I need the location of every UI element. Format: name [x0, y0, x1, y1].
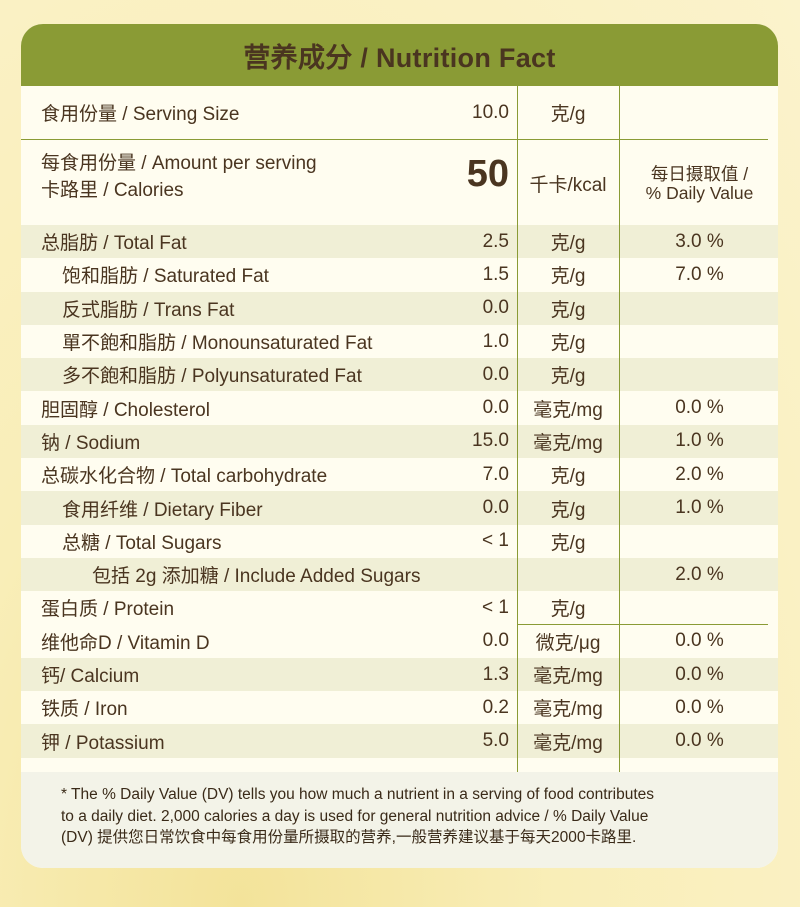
nutrient-daily-value: 1.0 % [675, 497, 724, 519]
nutrient-unit: 克/g [550, 266, 586, 288]
nutrient-row: 單不飽和脂肪 / Monounsaturated Fat 1.0 克/g [21, 325, 778, 358]
nutrient-daily-value: 7.0 % [675, 263, 724, 285]
nutrient-row: 包括 2g 添加糖 / Include Added Sugars 2.0 % [21, 557, 778, 592]
nutrient-name: 总糖 / Total Sugars [62, 532, 222, 554]
nutrient-row: 钙/ Calcium 1.3 毫克/mg 0.0 % [21, 657, 778, 692]
calories-label: 卡路里 / Calories [41, 180, 184, 201]
serving-label: 食用份量 / Serving Size [41, 104, 240, 125]
amount-per-serving-label: 每食用份量 / Amount per serving [41, 153, 317, 174]
nutrient-row: 总糖 / Total Sugars < 1 克/g [21, 525, 778, 558]
nutrient-row: 总碳水化合物 / Total carbohydrate 7.0 克/g 2.0 % [21, 458, 778, 491]
nutrient-amount: 0.2 [482, 696, 509, 718]
nutrient-unit: 克/g [550, 599, 586, 621]
nutrient-unit: 克/g [550, 299, 586, 321]
nutrient-name: 总脂肪 / Total Fat [41, 233, 187, 255]
daily-value-header-en: % Daily Value [645, 183, 754, 203]
nutrition-table: 食用份量 / Serving Size 10.0 克/g 每食用份量 / Amo… [21, 86, 778, 772]
nutrient-row: 食用纤维 / Dietary Fiber 0.0 克/g 1.0 % [21, 491, 778, 525]
serving-amount: 10.0 [472, 101, 509, 123]
footnote-line-1: * The % Daily Value (DV) tells you how m… [61, 786, 655, 803]
nutrient-name: 钙/ Calcium [41, 666, 140, 687]
nutrient-name: 总碳水化合物 / Total carbohydrate [41, 466, 328, 488]
nutrient-amount: 2.5 [482, 230, 509, 252]
nutrient-amount: 15.0 [472, 430, 509, 452]
nutrient-amount: 0.0 [482, 363, 509, 385]
nutrient-daily-value: 0.0 % [675, 397, 724, 419]
nutrient-list: 总脂肪 / Total Fat 2.5 克/g 3.0 % 饱和脂肪 / Saturat… [21, 225, 778, 758]
nutrient-daily-value: 2.0 % [675, 463, 724, 485]
footnote-line-3: (DV) 提供您日常饮食中每食用份量所摄取的营养,一般营养建议基于每天2000卡… [61, 829, 637, 846]
nutrient-daily-value: 3.0 % [675, 230, 724, 252]
nutrient-row: 钠 / Sodium 15.0 毫克/mg 1.0 % [21, 424, 778, 459]
column-divider-amount [517, 86, 518, 772]
nutrient-row: 胆固醇 / Cholesterol 0.0 毫克/mg 0.0 % [21, 391, 778, 424]
calories-row: 每食用份量 / Amount per serving 卡路里 / Calorie… [21, 139, 778, 225]
nutrient-daily-value: 0.0 % [675, 730, 724, 752]
nutrient-unit: 微克/μg [535, 632, 601, 654]
nutrient-amount: 5.0 [482, 730, 509, 752]
calories-unit: 千卡/kcal [529, 175, 607, 196]
nutrient-unit: 毫克/mg [533, 399, 603, 421]
nutrient-amount: < 1 [482, 596, 509, 618]
nutrient-unit: 毫克/mg [533, 432, 603, 454]
footnote-line-2: to a daily diet. 2,000 calories a day is… [61, 807, 649, 825]
nutrient-daily-value: 2.0 % [675, 563, 724, 585]
nutrient-row: 饱和脂肪 / Saturated Fat 1.5 克/g 7.0 % [21, 258, 778, 291]
nutrient-row: 蛋白质 / Protein < 1 克/g [21, 591, 778, 624]
nutrient-daily-value: 1.0 % [675, 430, 724, 452]
nutrient-row: 铁质 / Iron 0.2 毫克/mg 0.0 % [21, 691, 778, 724]
serving-unit: 克/g [550, 104, 586, 125]
nutrient-unit: 克/g [550, 233, 586, 255]
daily-value-header-cn: 每日摄取值 / [650, 164, 749, 184]
nutrient-row: 总脂肪 / Total Fat 2.5 克/g 3.0 % [21, 225, 778, 259]
nutrient-unit: 克/g [550, 466, 586, 488]
nutrition-title: 营养成分 / Nutrition Fact [21, 24, 778, 86]
nutrient-amount: 7.0 [482, 463, 509, 485]
nutrient-name: 包括 2g 添加糖 / Include Added Sugars [92, 566, 421, 588]
nutrition-card: 营养成分 / Nutrition Fact 食用份量 / Serving Siz… [21, 24, 778, 868]
nutrient-row: 反式脂肪 / Trans Fat 0.0 克/g [21, 291, 778, 325]
nutrient-row: 钾 / Potassium 5.0 毫克/mg 0.0 % [21, 724, 778, 758]
nutrient-unit: 毫克/mg [533, 699, 603, 721]
nutrient-amount: 0.0 [482, 630, 509, 652]
nutrient-name: 多不飽和脂肪 / Polyunsaturated Fat [62, 366, 362, 388]
nutrient-amount: < 1 [482, 530, 509, 552]
column-divider-unit [619, 86, 620, 772]
nutrient-unit: 克/g [550, 333, 586, 355]
nutrient-amount: 0.0 [482, 297, 509, 319]
nutrient-name: 钾 / Potassium [41, 732, 165, 754]
nutrient-name: 蛋白质 / Protein [41, 599, 175, 621]
nutrient-amount: 0.0 [482, 497, 509, 519]
divider [21, 139, 768, 140]
serving-size-row: 食用份量 / Serving Size 10.0 克/g [21, 86, 778, 139]
nutrient-name: 單不飽和脂肪 / Monounsaturated Fat [62, 333, 373, 355]
footnote: * The % Daily Value (DV) tells you how m… [21, 772, 778, 868]
nutrient-daily-value: 0.0 % [675, 663, 724, 685]
nutrient-daily-value: 0.0 % [675, 696, 724, 718]
nutrient-name: 食用纤维 / Dietary Fiber [62, 499, 263, 521]
nutrient-unit: 克/g [550, 532, 586, 554]
nutrient-name: 钠 / Sodium [41, 432, 141, 454]
nutrient-row: 维他命D / Vitamin D 0.0 微克/μg 0.0 % [21, 625, 778, 658]
nutrient-daily-value: 0.0 % [675, 630, 724, 652]
nutrient-name: 维他命D / Vitamin D [41, 632, 210, 654]
nutrient-name: 饱和脂肪 / Saturated Fat [62, 266, 269, 288]
nutrient-amount: 1.3 [482, 663, 509, 685]
calories-value: 50 [466, 153, 509, 195]
nutrient-amount: 1.5 [482, 263, 509, 285]
divider-vitamins [517, 624, 768, 625]
nutrient-unit: 毫克/mg [533, 732, 603, 754]
nutrient-unit: 克/g [550, 499, 586, 521]
nutrient-name: 反式脂肪 / Trans Fat [62, 299, 235, 321]
nutrient-row: 多不飽和脂肪 / Polyunsaturated Fat 0.0 克/g [21, 358, 778, 392]
nutrient-amount: 1.0 [482, 330, 509, 352]
nutrient-amount: 0.0 [482, 397, 509, 419]
nutrient-name: 胆固醇 / Cholesterol [41, 399, 210, 421]
nutrient-unit: 克/g [550, 366, 586, 388]
nutrient-name: 铁质 / Iron [41, 699, 128, 721]
nutrient-unit: 毫克/mg [533, 666, 603, 687]
